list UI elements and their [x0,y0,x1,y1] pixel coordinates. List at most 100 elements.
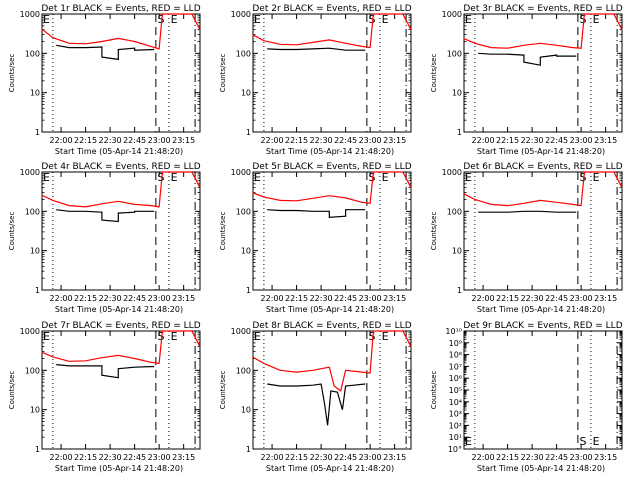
interval-marker-s: S [580,435,587,448]
event-rate-series [478,52,577,66]
chart-title: Det 1r BLACK = Events, RED = LLD [41,4,200,14]
event-rate-series [267,383,366,426]
x-tick-label: 22:30 [521,136,544,145]
x-tick-label: 22:15 [74,294,97,303]
lld-rate-series [41,13,201,50]
interval-marker-s: S [369,13,376,26]
y-tick-label: 1000 [20,10,40,19]
chart-panel-2: Det 2r BLACK = Events, RED = LLD 1 10 100 10… [219,4,412,156]
interval-marker-s: S [158,330,165,343]
x-tick-label: 22:45 [123,136,146,145]
chart-panel-3: Det 3r BLACK = Events, RED = LLD 1 10 100 10… [430,4,623,156]
x-tick-label: 22:30 [99,294,122,303]
x-tick-label: 22:30 [99,136,122,145]
y-axis-label: Counts/sec [8,212,16,251]
chart-panel-6: Det 6r BLACK = Events, RED = LLD 1 10 100 10… [430,162,623,314]
interval-marker-e: E [254,330,261,343]
x-axis-label: Start Time (05-Apr-14 21:48:20) [266,305,394,314]
x-tick-label: 22:45 [334,294,357,303]
lld-rate-series [463,171,623,207]
event-rate-series [56,209,155,223]
y-tick-label: 1 [457,128,462,137]
x-tick-label: 23:15 [594,294,617,303]
chart-title: Det 9r BLACK = Events, RED = LLD [463,321,622,331]
lld-rate-series [41,330,201,365]
y-axis-label: Counts/sec [430,212,438,251]
x-axis-label: Start Time (05-Apr-14 21:48:20) [477,464,605,473]
plot-frame [252,330,412,450]
x-tick-label: 22:00 [261,294,284,303]
plot-frame [252,171,412,291]
x-tick-label: 23:00 [570,136,593,145]
x-tick-label: 22:15 [496,294,519,303]
y-tick-label: 10¹ [449,433,462,442]
x-axis-label: Start Time (05-Apr-14 21:48:20) [477,147,605,156]
chart-title: Det 2r BLACK = Events, RED = LLD [252,4,411,14]
x-tick-label: 22:30 [521,453,544,462]
interval-marker-e: E [171,171,178,184]
lld-rate-series [252,13,412,49]
lld-rate-series [252,171,412,204]
y-tick-label: 1 [246,128,251,137]
x-tick-label: 23:15 [594,453,617,462]
chart-title: Det 8r BLACK = Events, RED = LLD [252,321,411,331]
x-tick-label: 22:00 [50,136,73,145]
y-tick-label: 1 [246,286,251,295]
interval-marker-s: S [580,171,587,184]
event-rate-series [478,210,577,213]
x-tick-label: 23:15 [172,294,195,303]
x-tick-label: 22:30 [310,294,333,303]
x-tick-label: 22:00 [472,453,495,462]
y-tick-label: 100 [236,49,251,58]
x-tick-label: 23:15 [172,136,195,145]
chart-title: Det 6r BLACK = Events, RED = LLD [463,162,622,172]
chart-panel-4: Det 4r BLACK = Events, RED = LLD 1 10 100 10… [8,162,201,314]
event-rate-series [267,47,366,51]
y-tick-label: 10 [30,89,40,98]
x-tick-label: 23:00 [359,294,382,303]
interval-marker-e: E [43,13,50,26]
y-tick-label: 1 [35,445,40,454]
y-tick-label: 10⁴ [449,398,462,407]
interval-marker-s: S [580,13,587,26]
y-tick-label: 100 [447,207,462,216]
lld-rate-series [252,330,412,392]
chart-title: Det 7r BLACK = Events, RED = LLD [41,321,200,331]
x-tick-label: 22:45 [334,136,357,145]
event-rate-series [56,364,155,379]
interval-marker-e: E [43,330,50,343]
y-tick-label: 10⁹ [449,339,462,348]
chart-title: Det 3r BLACK = Events, RED = LLD [463,4,622,14]
x-tick-label: 22:00 [50,453,73,462]
interval-marker-e: E [171,13,178,26]
y-tick-label: 10⁷ [449,362,462,371]
y-axis-label: Counts/sec [430,54,438,93]
y-tick-label: 1000 [442,10,462,19]
y-tick-label: 10° [448,445,462,454]
plot-frame [41,330,201,450]
x-axis-label: Start Time (05-Apr-14 21:48:20) [55,147,183,156]
y-tick-label: 10 [241,406,251,415]
x-tick-label: 22:45 [334,453,357,462]
x-tick-label: 22:45 [545,453,568,462]
x-tick-label: 22:15 [496,136,519,145]
interval-marker-e: E [43,171,50,184]
interval-marker-e: E [254,13,261,26]
y-tick-label: 10⁶ [449,374,462,383]
x-tick-label: 22:00 [472,294,495,303]
x-tick-label: 22:15 [496,453,519,462]
y-tick-label: 100 [447,49,462,58]
x-tick-label: 22:30 [310,453,333,462]
interval-marker-e: E [593,435,600,448]
interval-marker-e: E [171,330,178,343]
x-tick-label: 22:15 [74,453,97,462]
interval-marker-s: S [158,13,165,26]
interval-marker-e: E [465,171,472,184]
y-axis-label: Counts/sec [219,371,227,410]
chart-panel-5: Det 5r BLACK = Events, RED = LLD 1 10 100 10… [219,162,412,314]
y-tick-label: 100 [25,49,40,58]
y-tick-label: 10⁵ [449,386,462,395]
x-tick-label: 22:45 [545,294,568,303]
y-tick-label: 10⁸ [449,351,462,360]
